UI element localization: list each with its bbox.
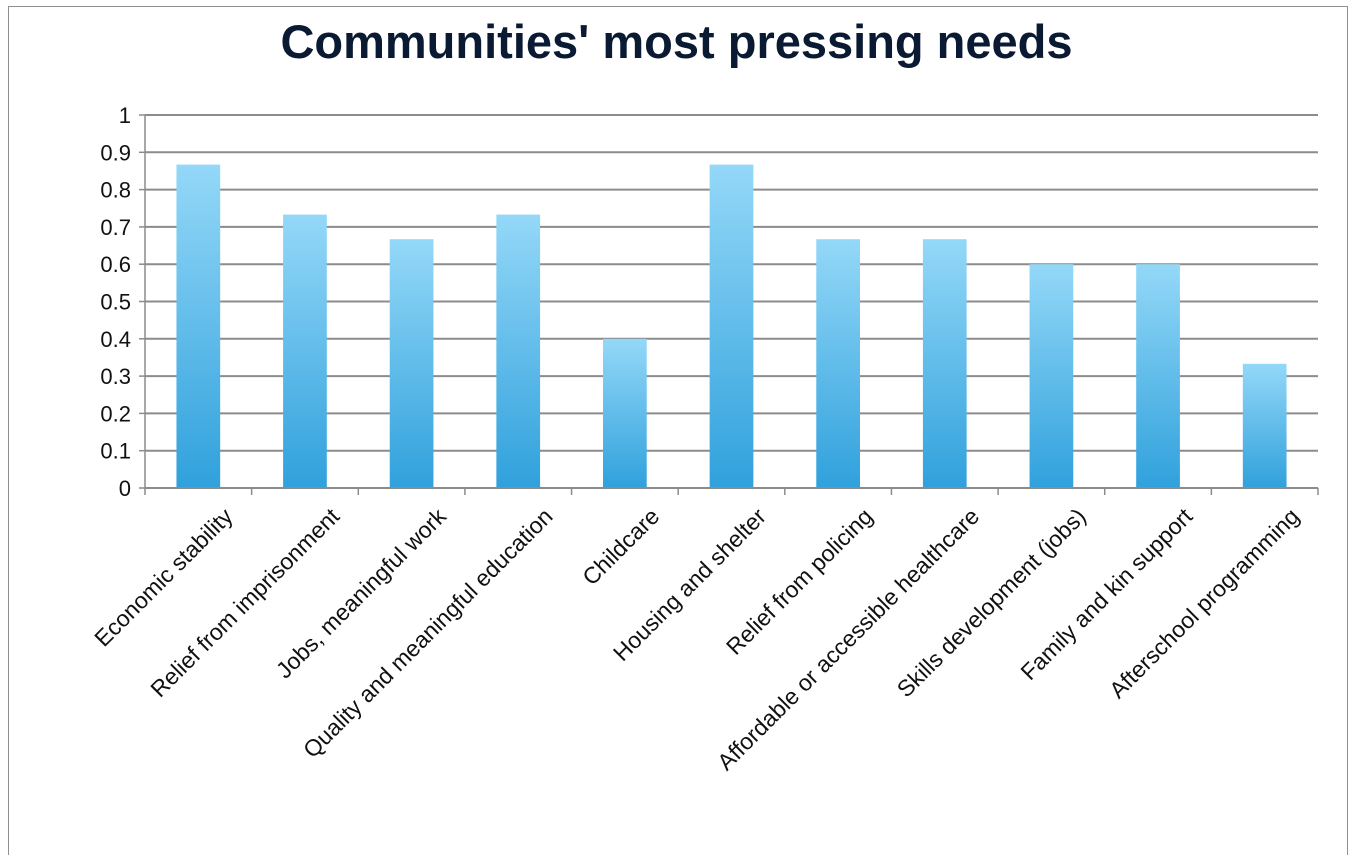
bar: [389, 239, 434, 488]
bar: [922, 239, 967, 488]
bar: [1136, 264, 1180, 488]
x-tick-label: Afterschool programming: [1104, 503, 1304, 703]
y-tick-label: 0.4: [100, 327, 131, 352]
bar: [1242, 363, 1287, 488]
y-tick-label: 0.5: [100, 290, 131, 315]
y-tick-label: 0.8: [100, 178, 131, 203]
y-tick-label: 0: [119, 476, 131, 501]
bar: [816, 239, 860, 488]
chart-frame: [8, 6, 1348, 855]
axes: [139, 114, 1319, 495]
y-tick-label: 0.7: [100, 215, 131, 240]
bar: [496, 214, 541, 488]
y-tick-label: 1: [119, 103, 131, 128]
y-tick-label: 0.6: [100, 252, 131, 277]
y-tick-label: 0.3: [100, 364, 131, 389]
bars: [176, 164, 1287, 488]
y-tick-label: 0.9: [100, 140, 131, 165]
bar: [176, 164, 221, 488]
y-tick-labels: 0 0.1 0.2 0.3 0.4 0.5 0.6 0.7 0.8 0.9 1: [100, 103, 131, 501]
x-tick-label: Relief from imprisonment: [145, 503, 345, 703]
chart-title: Communities' most pressing needs: [280, 15, 1073, 68]
bar: [603, 338, 647, 488]
bar: [1029, 264, 1074, 488]
bar: [709, 164, 754, 488]
x-tick-label: Skills development (jobs): [892, 503, 1091, 702]
y-tick-label: 0.2: [100, 401, 131, 426]
x-tick-label: Childcare: [577, 503, 664, 590]
y-tick-label: 0.1: [100, 439, 131, 464]
x-tick-label: Family and kin support: [1015, 503, 1197, 685]
bar: [283, 214, 327, 488]
